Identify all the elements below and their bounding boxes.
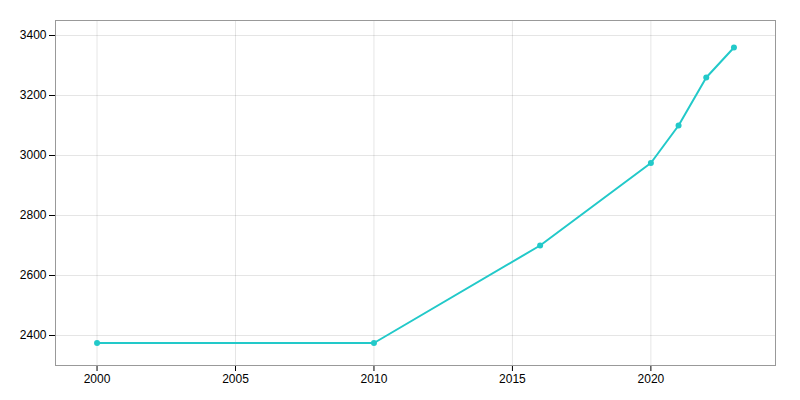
svg-text:2005: 2005 (222, 372, 249, 386)
svg-text:3200: 3200 (20, 88, 47, 102)
svg-text:2010: 2010 (361, 372, 388, 386)
svg-text:3000: 3000 (20, 148, 47, 162)
svg-text:2000: 2000 (84, 372, 111, 386)
svg-text:2015: 2015 (499, 372, 526, 386)
svg-text:2400: 2400 (20, 328, 47, 342)
svg-text:3400: 3400 (20, 28, 47, 42)
svg-text:2600: 2600 (20, 268, 47, 282)
svg-text:2800: 2800 (20, 208, 47, 222)
svg-text:2020: 2020 (638, 372, 665, 386)
